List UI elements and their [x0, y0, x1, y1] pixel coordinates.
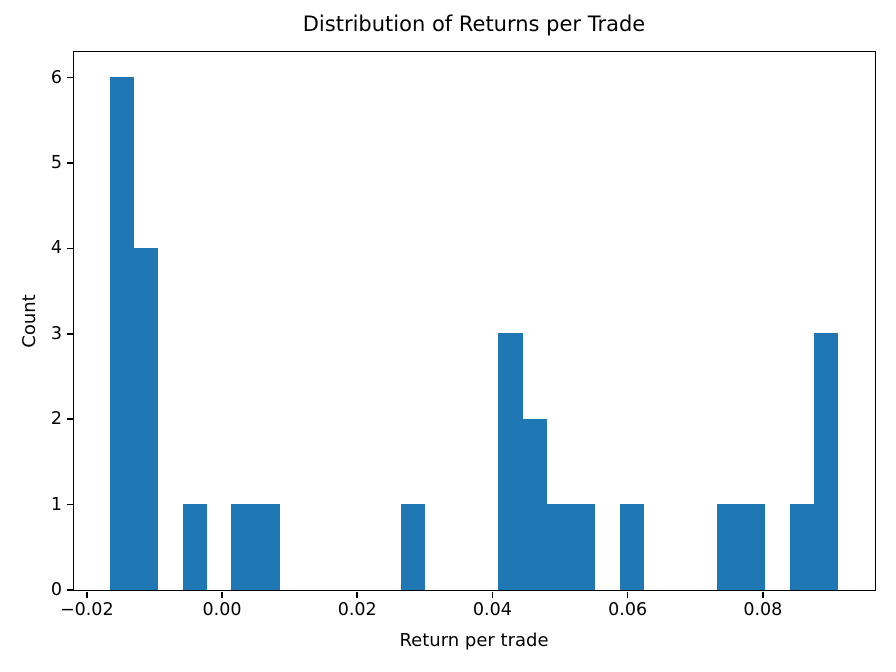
x-tick-label: 0.08 [743, 599, 783, 620]
histogram-bar [255, 504, 280, 590]
y-tick-label: 0 [50, 580, 62, 600]
x-tick [762, 591, 764, 598]
x-tick-label: 0.02 [337, 599, 377, 620]
x-tick-label: 0.04 [472, 599, 512, 620]
histogram-bar [789, 504, 814, 590]
histogram-bar [522, 418, 547, 590]
y-tick-label: 5 [50, 153, 62, 174]
x-tick [356, 591, 358, 598]
x-tick [491, 591, 494, 598]
x-tick [86, 591, 88, 598]
histogram-bar [498, 333, 523, 590]
chart-title: Distribution of Returns per Trade [302, 12, 646, 36]
x-tick-label: 0.06 [608, 599, 648, 620]
histogram-bar [231, 504, 256, 590]
bars-layer [74, 52, 875, 590]
histogram-bar [716, 504, 741, 590]
histogram-bar [401, 504, 426, 590]
y-tick-label: 6 [50, 67, 62, 88]
y-tick-label: 1 [50, 494, 62, 515]
histogram-bar [740, 504, 766, 590]
y-tick-label: 4 [50, 238, 62, 259]
histogram-bar [134, 247, 159, 590]
x-tick [626, 591, 629, 598]
plot-area [72, 50, 876, 591]
histogram-bar [619, 504, 644, 590]
histogram-bar [813, 333, 839, 590]
x-axis-label: Return per trade [399, 630, 549, 651]
histogram-bar [546, 504, 572, 590]
y-axis-label: Count [19, 294, 40, 348]
x-tick [221, 591, 223, 598]
histogram-bar [571, 504, 596, 590]
x-tick-label: −0.02 [59, 599, 114, 620]
x-tick-label: 0.00 [202, 599, 242, 620]
y-tick-label: 2 [50, 409, 62, 430]
histogram-bar [182, 504, 208, 590]
histogram-bar [109, 77, 135, 590]
